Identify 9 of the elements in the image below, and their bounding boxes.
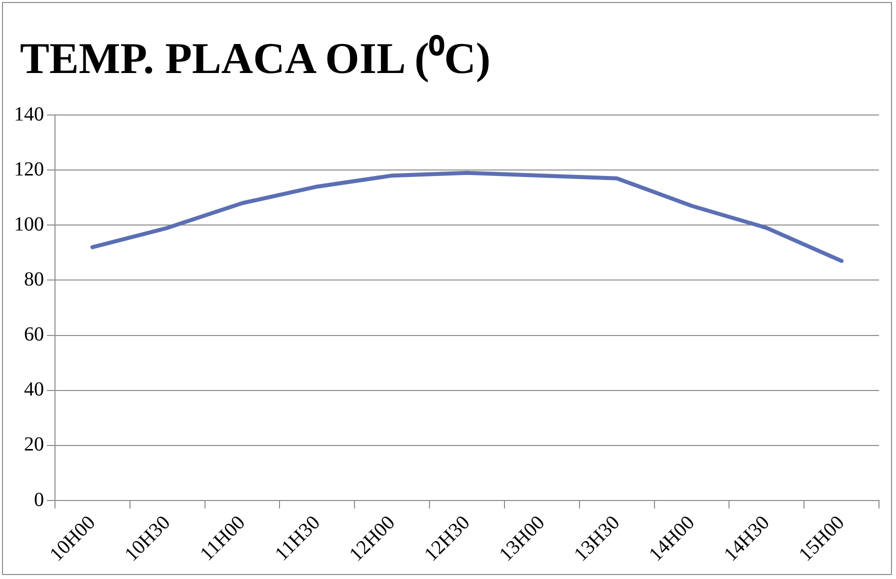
y-tick-label: 60: [24, 324, 44, 346]
y-tick-label: 100: [14, 213, 44, 236]
y-tick-label: 0: [34, 488, 44, 511]
y-tick-label: 120: [14, 158, 44, 180]
y-tick-label: 140: [14, 103, 44, 126]
y-tick-label: 40: [24, 378, 44, 401]
y-tick-label: 80: [24, 268, 44, 290]
chart-title: TEMP. PLACA OIL (⁰C): [20, 33, 491, 85]
y-tick-label: 20: [24, 434, 44, 456]
